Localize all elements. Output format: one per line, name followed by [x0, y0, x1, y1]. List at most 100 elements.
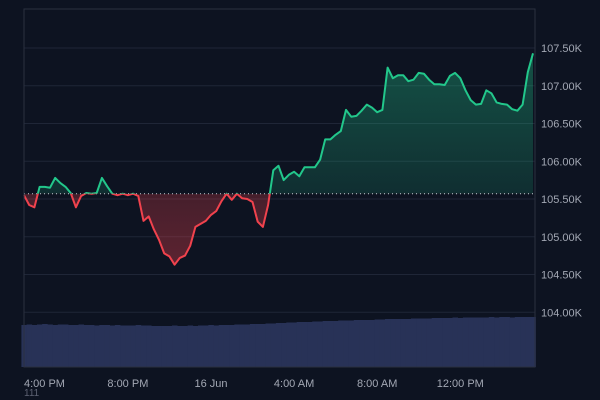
y-tick-label: 107.00K: [541, 81, 583, 93]
volume-bar: [525, 317, 531, 367]
volume-bar: [530, 317, 536, 367]
volume-bar: [177, 326, 183, 367]
volume-bar: [442, 318, 448, 367]
volume-bar: [203, 325, 209, 367]
volume-bar: [384, 319, 391, 367]
y-tick-label: 107.50K: [541, 43, 583, 55]
volume-bar: [322, 321, 329, 367]
area-fill-below-baseline: [24, 193, 533, 265]
volume-bar: [307, 322, 313, 367]
volume-bar: [57, 324, 64, 367]
volume-bar: [156, 326, 162, 367]
volume-bar: [348, 320, 355, 367]
volume-bar: [260, 324, 266, 367]
volume-bar: [390, 319, 396, 367]
y-tick-label: 105.00K: [541, 232, 583, 244]
volume-bar: [94, 325, 100, 367]
volume-bar: [426, 318, 433, 367]
x-tick-label: 4:00 PM: [24, 378, 65, 390]
price-line-above-baseline: [36, 53, 534, 194]
volume-bar: [410, 318, 417, 367]
volume-bar: [400, 319, 407, 367]
volume-bar: [494, 317, 500, 367]
volume-bar: [514, 317, 521, 367]
volume-bar: [73, 325, 79, 367]
volume-bar: [88, 325, 95, 367]
volume-bar: [99, 325, 105, 367]
volume-bar: [62, 324, 69, 367]
volume-bar: [270, 323, 277, 367]
volume-bar: [249, 324, 256, 367]
y-tick-label: 104.00K: [541, 307, 583, 319]
volume-bar: [520, 317, 526, 367]
volume-bar: [312, 321, 318, 367]
grid-lines: [24, 47, 535, 313]
volume-bar: [431, 318, 438, 367]
volume-bar: [239, 324, 246, 367]
volume-bar: [286, 322, 292, 367]
volume-bar: [42, 324, 48, 367]
x-tick-label: 4:00 AM: [274, 378, 314, 390]
volume-bar: [488, 317, 495, 367]
volume-bar: [208, 325, 214, 367]
volume-bar: [374, 319, 381, 367]
volume-bar: [447, 318, 453, 367]
volume-bar: [369, 320, 375, 367]
volume-bar: [172, 325, 178, 367]
volume-bar: [109, 325, 116, 367]
time-axis[interactable]: 4:00 PM 8:00 PM 16 Jun 4:00 AM 8:00 AM 12:00 …: [24, 378, 484, 390]
area-fill-above-baseline: [37, 53, 533, 194]
volume-bar: [192, 326, 199, 367]
volume-bar: [359, 320, 365, 367]
volume-bar: [146, 325, 152, 367]
volume-bar: [509, 317, 516, 367]
price-axis[interactable]: 107.50K 107.00K 106.50K 106.00K 105.50K 105.0…: [541, 43, 583, 319]
volume-bar: [182, 326, 188, 367]
y-tick-label: 106.00K: [541, 156, 583, 168]
x-tick-label: 12:00 PM: [437, 378, 484, 390]
volume-bar: [296, 322, 303, 367]
volume-bar: [125, 325, 131, 367]
volume-bar: [47, 324, 53, 367]
volume-bars: [21, 317, 536, 367]
volume-bar: [436, 318, 443, 367]
volume-bar: [244, 324, 251, 367]
volume-bar: [218, 325, 225, 367]
volume-bar: [223, 325, 230, 367]
y-tick-label: 105.50K: [541, 194, 583, 206]
volume-bar: [197, 325, 204, 367]
watermark-logo: 111: [24, 388, 40, 399]
volume-bar: [405, 319, 412, 367]
volume-bar: [416, 318, 422, 367]
volume-bar: [234, 324, 240, 367]
volume-bar: [301, 322, 308, 367]
x-tick-label: 8:00 AM: [357, 378, 397, 390]
volume-bar: [379, 319, 386, 367]
volume-bar: [281, 323, 287, 367]
volume-bar: [343, 320, 349, 367]
volume-bar: [104, 325, 110, 367]
volume-bar: [229, 325, 235, 367]
volume-bar: [265, 323, 272, 367]
volume-bar: [473, 317, 479, 367]
volume-bar: [364, 320, 370, 367]
y-tick-label: 106.50K: [541, 119, 583, 131]
volume-bar: [353, 320, 360, 367]
volume-bar: [255, 324, 261, 367]
y-tick-label: 104.50K: [541, 270, 583, 282]
volume-bar: [68, 325, 74, 367]
volume-bar: [462, 317, 469, 367]
volume-bar: [36, 324, 43, 367]
volume-bar: [452, 317, 458, 367]
volume-bar: [161, 326, 168, 367]
volume-bar: [504, 317, 510, 367]
volume-bar: [114, 325, 121, 367]
volume-bar: [151, 326, 157, 367]
volume-bar: [317, 321, 323, 367]
volume-bar: [333, 321, 339, 367]
plot-border: [23, 8, 536, 368]
volume-bar: [483, 317, 490, 367]
volume-bar: [395, 319, 401, 367]
volume-bar: [421, 318, 427, 367]
